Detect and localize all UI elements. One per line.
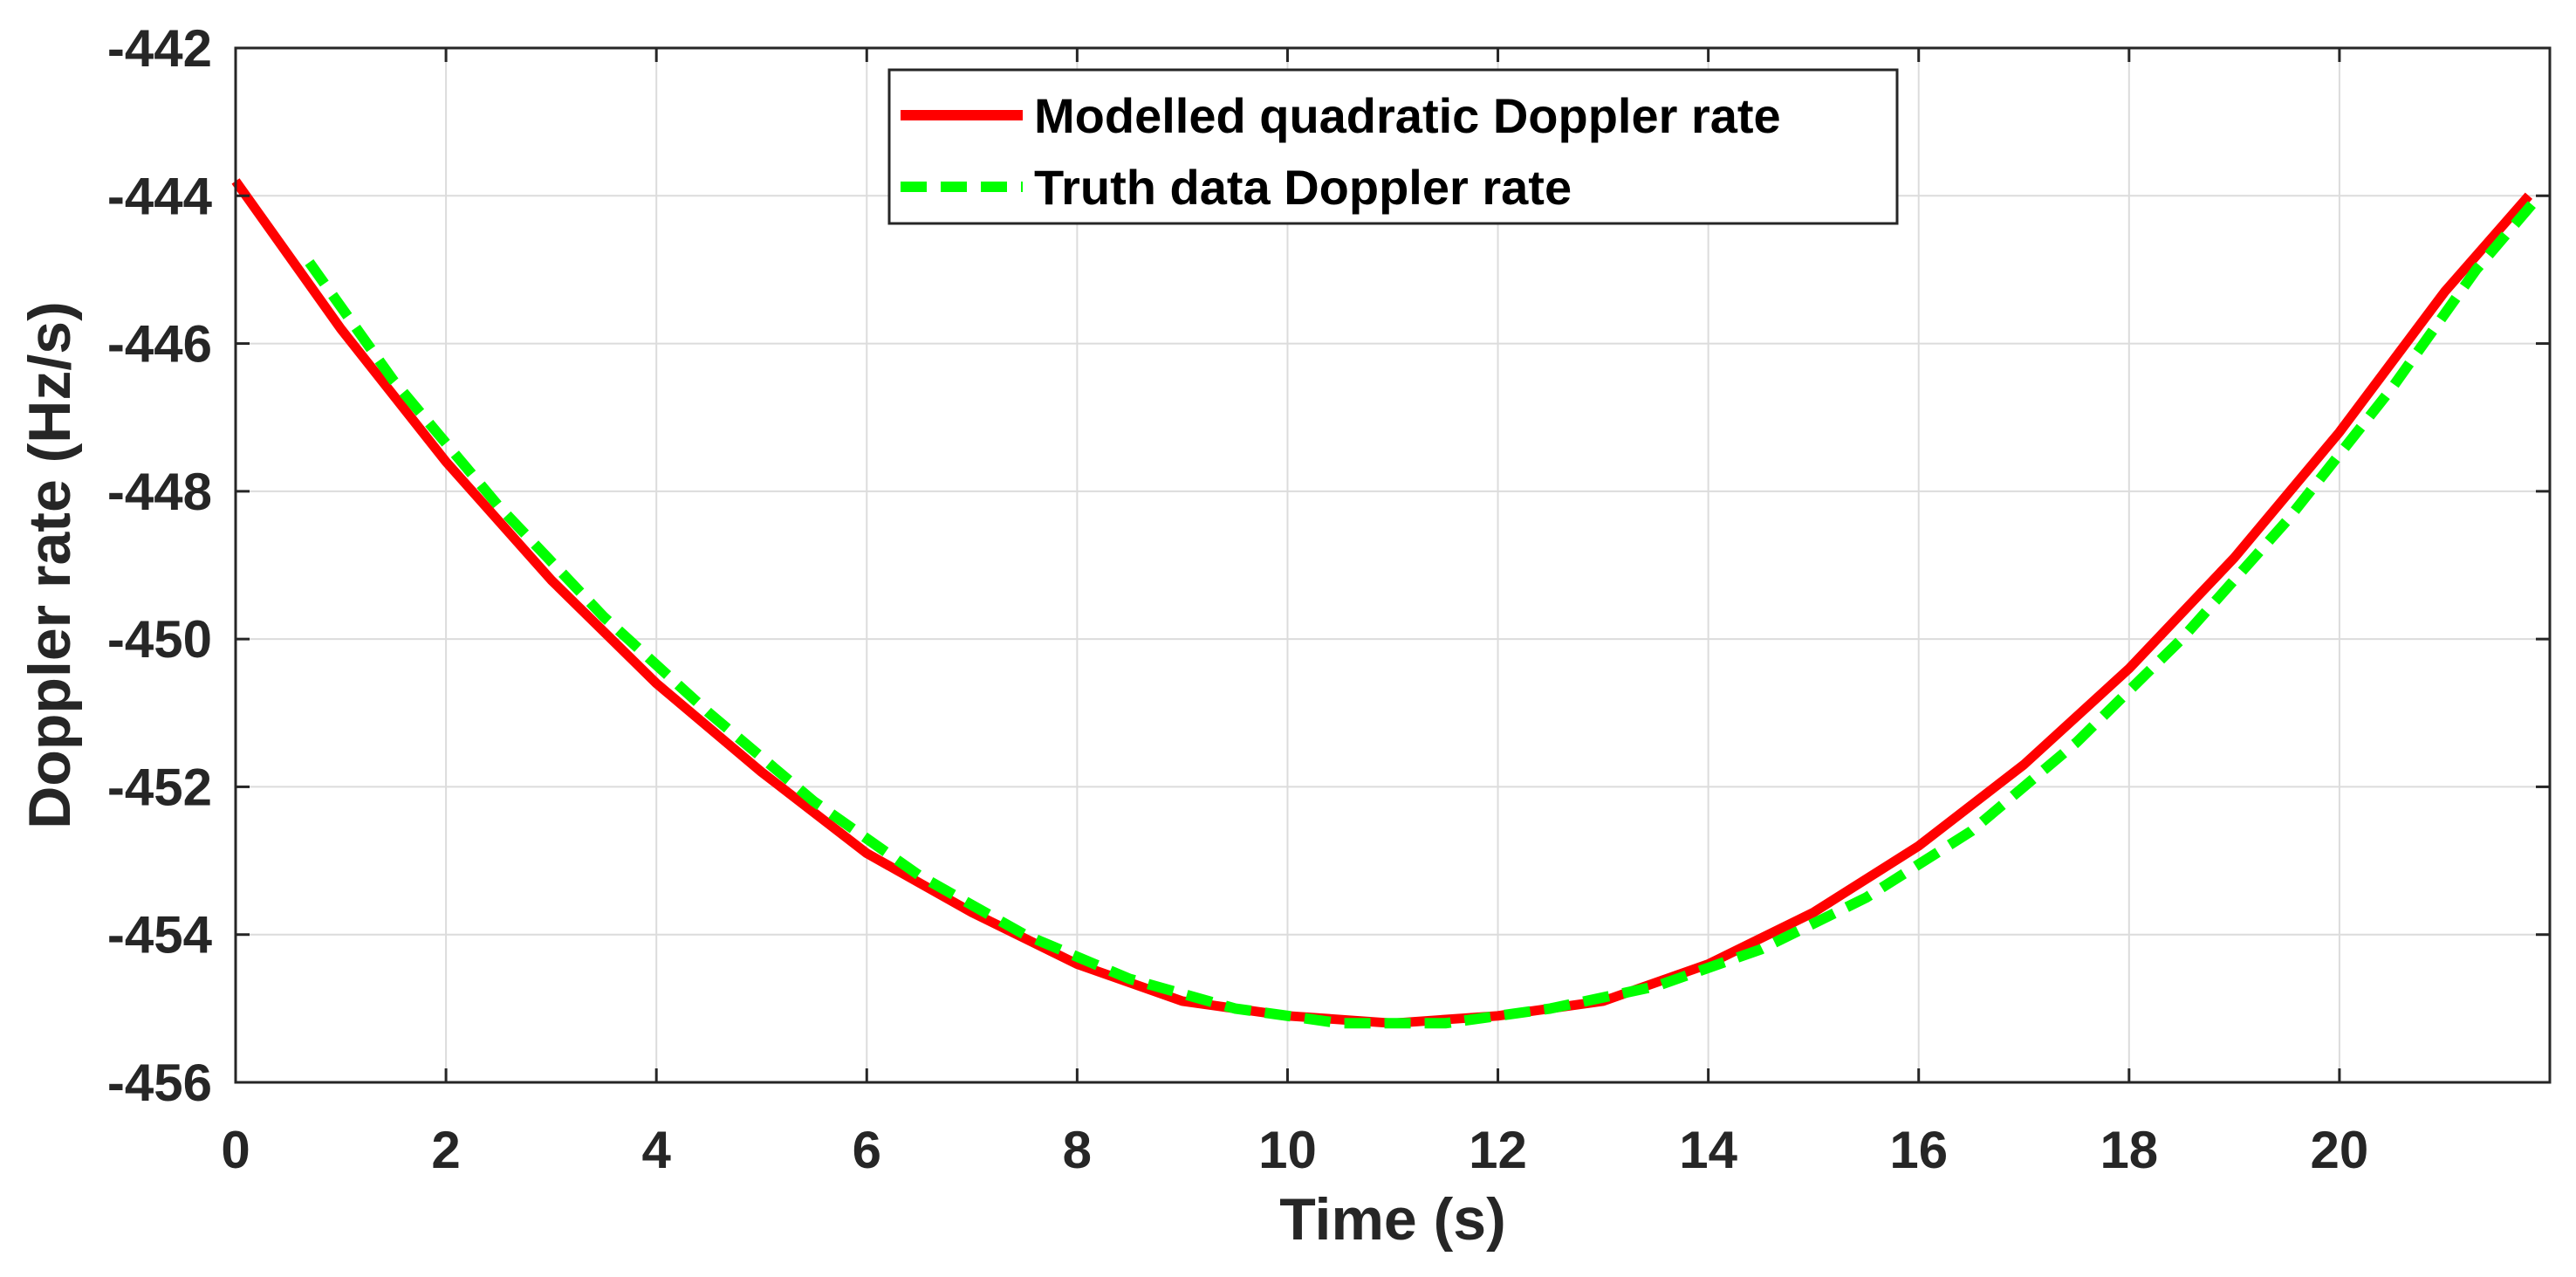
x-tick-label: 20 [2311,1121,2369,1179]
x-axis-label: Time (s) [1279,1186,1505,1253]
x-tick-label: 0 [221,1121,250,1179]
legend-label-truth: Truth data Doppler rate [1034,160,1572,215]
y-tick-label: -452 [107,758,212,816]
y-tick-label: -446 [107,315,212,374]
series-layer [231,178,2544,1029]
y-tick-label: -442 [107,19,212,78]
legend-box [887,68,1899,225]
x-tick-label: 2 [431,1121,460,1179]
ticks [234,46,2550,1084]
y-tick-label: -454 [107,906,213,965]
legend: Modelled quadratic Doppler rate Truth da… [887,68,1899,225]
y-axis-label: Doppler rate (Hz/s) [17,301,83,829]
x-tick-label: 6 [853,1121,881,1179]
tick-labels: 0 2 4 6 8 10 12 14 16 18 20 -456 -454 -452 -450 -448 -44… [107,19,2368,1179]
y-tick-label: -444 [107,167,213,225]
x-tick-label: 16 [1889,1121,1948,1179]
legend-label-modelled: Modelled quadratic Doppler rate [1034,88,1781,143]
x-tick-label: 14 [1679,1121,1737,1179]
y-tick-label: -448 [107,463,212,521]
x-tick-label: 8 [1063,1121,1092,1179]
series-line-truth [305,192,2544,1029]
x-tick-label: 12 [1469,1121,1527,1179]
x-tick-label: 18 [2100,1121,2158,1179]
y-tick-label: -456 [107,1054,212,1112]
plot-frame [234,46,2552,1084]
x-tick-label: 10 [1258,1121,1317,1179]
x-tick-label: 4 [641,1121,671,1179]
y-tick-label: -450 [107,610,212,669]
